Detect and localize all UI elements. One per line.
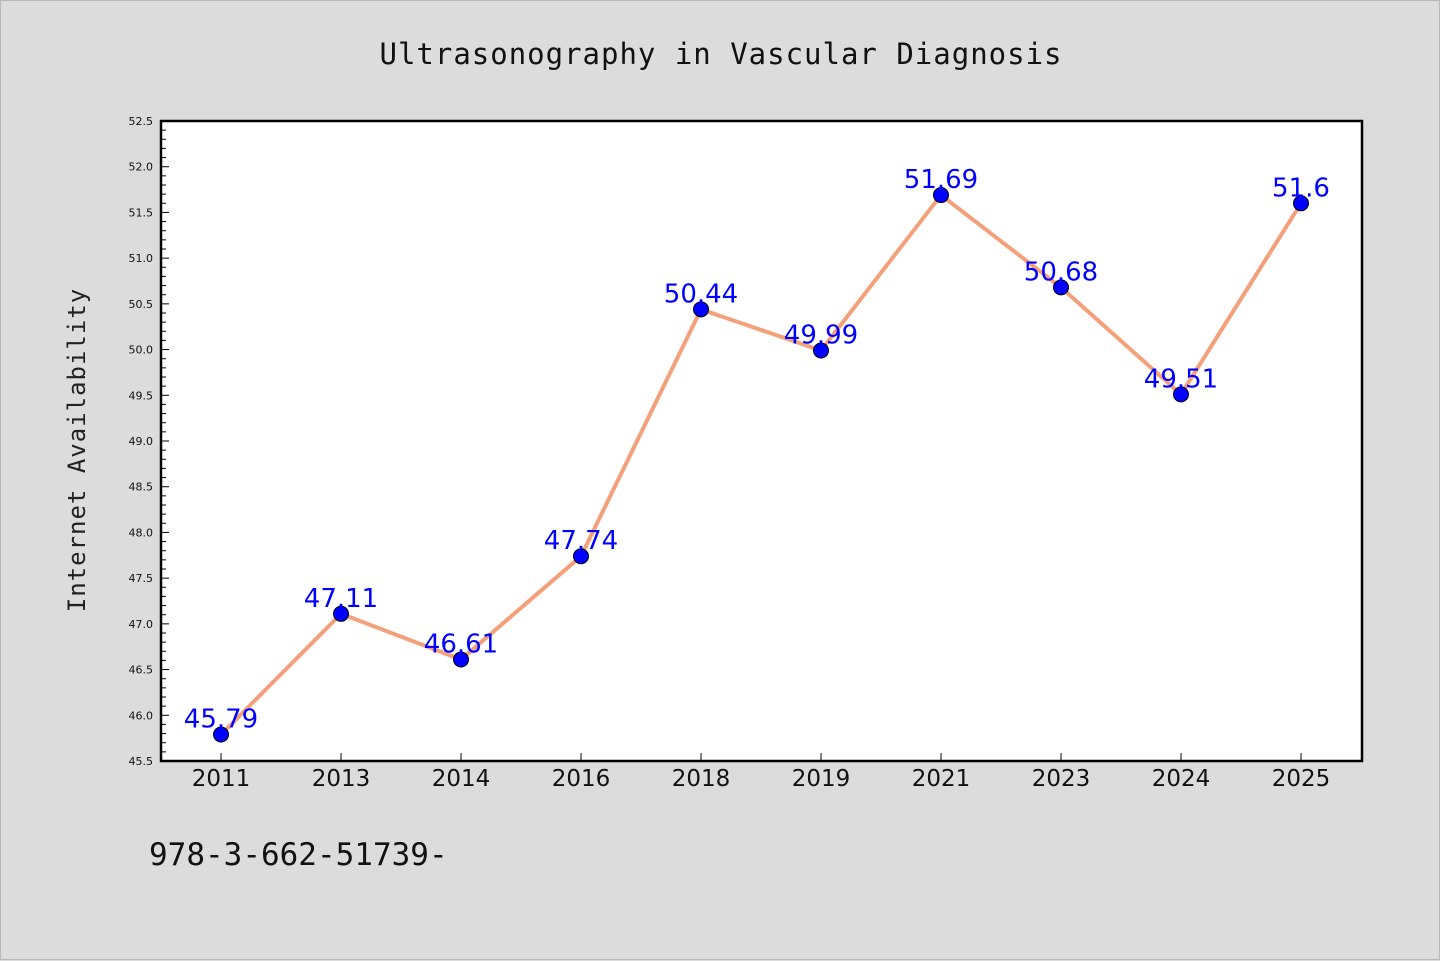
- y-tick-label: 46.5: [129, 664, 154, 677]
- data-point: [1293, 195, 1309, 212]
- x-tick-label: 2016: [552, 766, 611, 792]
- data-point: [1053, 279, 1069, 296]
- y-tick-label: 51.0: [129, 252, 154, 265]
- y-tick-label: 52.5: [129, 115, 154, 128]
- data-label: 51.69: [904, 165, 978, 195]
- data-label: 49.51: [1144, 364, 1218, 394]
- y-tick-label: 48.0: [129, 526, 154, 539]
- y-tick-label: 49.0: [129, 435, 154, 448]
- data-label: 45.79: [184, 704, 258, 734]
- y-tick-label: 51.5: [129, 206, 154, 219]
- y-axis: 45.5 46.0 46.5 47.0 47.5 48.0 48.5 49.0 49.5 50.0…: [129, 115, 169, 768]
- chart-title: Ultrasonography in Vascular Diagnosis: [379, 37, 1062, 71]
- x-tick-label: 2014: [432, 766, 491, 792]
- x-tick-label: 2023: [1032, 766, 1091, 792]
- x-tick-label: 2025: [1272, 766, 1331, 792]
- data-point: [333, 605, 349, 622]
- x-tick-label: 2011: [192, 766, 251, 792]
- data-point: [693, 301, 709, 318]
- x-tick-label: 2018: [672, 766, 731, 792]
- data-label: 50.68: [1024, 257, 1098, 287]
- data-point: [1173, 386, 1189, 403]
- data-point: [813, 342, 829, 359]
- footer-text: 978-3-662-51739-: [149, 837, 448, 873]
- data-point: [573, 548, 589, 565]
- y-tick-label: 46.0: [129, 709, 154, 722]
- data-label: 49.99: [784, 320, 858, 350]
- y-tick-label: 47.5: [129, 572, 154, 585]
- data-point: [453, 651, 469, 668]
- data-point: [933, 187, 949, 204]
- x-axis: 2011 2013 2014 2016 2018 2019 2021 2023 2024 2025: [192, 753, 1331, 792]
- y-tick-label: 47.0: [129, 618, 154, 631]
- x-tick-label: 2024: [1152, 766, 1211, 792]
- data-label: 51.6: [1272, 173, 1330, 203]
- data-label: 47.11: [304, 584, 378, 614]
- y-tick-label: 49.5: [129, 389, 154, 402]
- data-label: 47.74: [544, 526, 618, 556]
- y-tick-label: 48.5: [129, 481, 154, 494]
- y-tick-label: 52.0: [129, 161, 154, 174]
- data-point: [213, 726, 229, 743]
- data-label: 46.61: [424, 630, 498, 660]
- y-tick-label: 45.5: [129, 755, 154, 768]
- data-labels: 45.79 47.11 46.61 47.74 50.44 49.99 51.69 50.68…: [184, 165, 1330, 734]
- series-line-group: [213, 187, 1309, 743]
- x-tick-label: 2021: [912, 766, 971, 792]
- y-axis-label: Internet Availability: [63, 288, 91, 612]
- x-tick-label: 2013: [312, 766, 371, 792]
- x-tick-label: 2019: [792, 766, 851, 792]
- y-tick-label: 50.0: [129, 344, 154, 357]
- data-label: 50.44: [664, 279, 738, 309]
- y-tick-label: 50.5: [129, 298, 154, 311]
- series-line: [219, 193, 1303, 737]
- plot-area: [159, 119, 1364, 763]
